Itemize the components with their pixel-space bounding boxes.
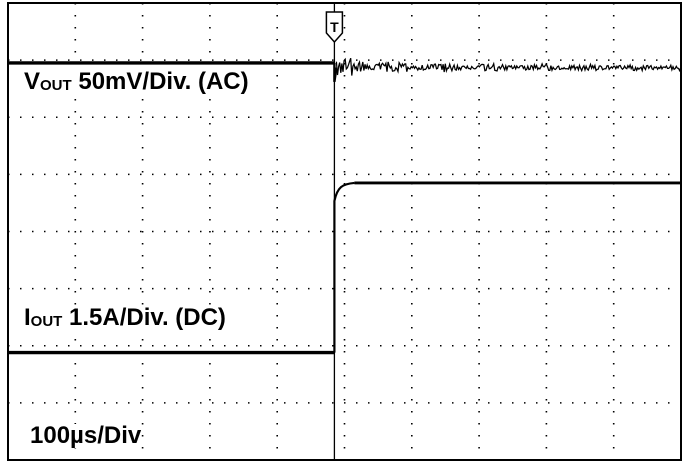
iout-label-prefix: I [24, 304, 31, 331]
vout-channel-label: VOUT 50mV/Div. (AC) [24, 70, 249, 94]
vout-post-step-noise [335, 57, 682, 76]
trigger-marker-group: T [325, 3, 344, 460]
iout-label-subscript: OUT [30, 313, 63, 330]
iout-label-scale: 1.5A/Div. (DC) [62, 304, 226, 331]
vout-label-prefix: V [24, 68, 41, 95]
trigger-marker-letter: T [330, 19, 339, 35]
vout-label-scale: 50mV/Div. (AC) [71, 68, 249, 95]
time-scale-label: 100µs/Div [30, 422, 142, 449]
trigger-marker-icon [325, 11, 344, 44]
vout-label-subscript: OUT [40, 77, 72, 94]
iout-channel-label: IOUT 1.5A/Div. (DC) [24, 306, 226, 330]
